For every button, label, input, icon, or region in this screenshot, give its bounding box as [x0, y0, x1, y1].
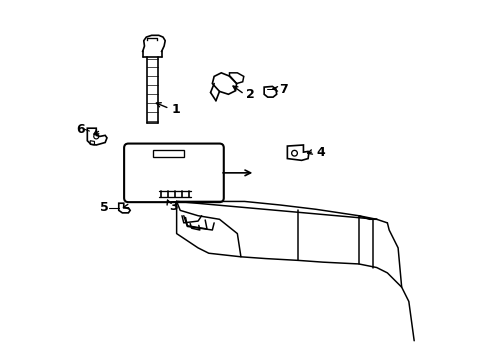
Text: 7: 7 [278, 83, 287, 96]
Text: 3: 3 [169, 200, 178, 213]
Text: 4: 4 [315, 146, 324, 159]
Text: 6: 6 [76, 123, 84, 136]
Text: 2: 2 [246, 89, 255, 102]
Text: 5: 5 [100, 201, 108, 214]
Text: 1: 1 [171, 103, 180, 116]
